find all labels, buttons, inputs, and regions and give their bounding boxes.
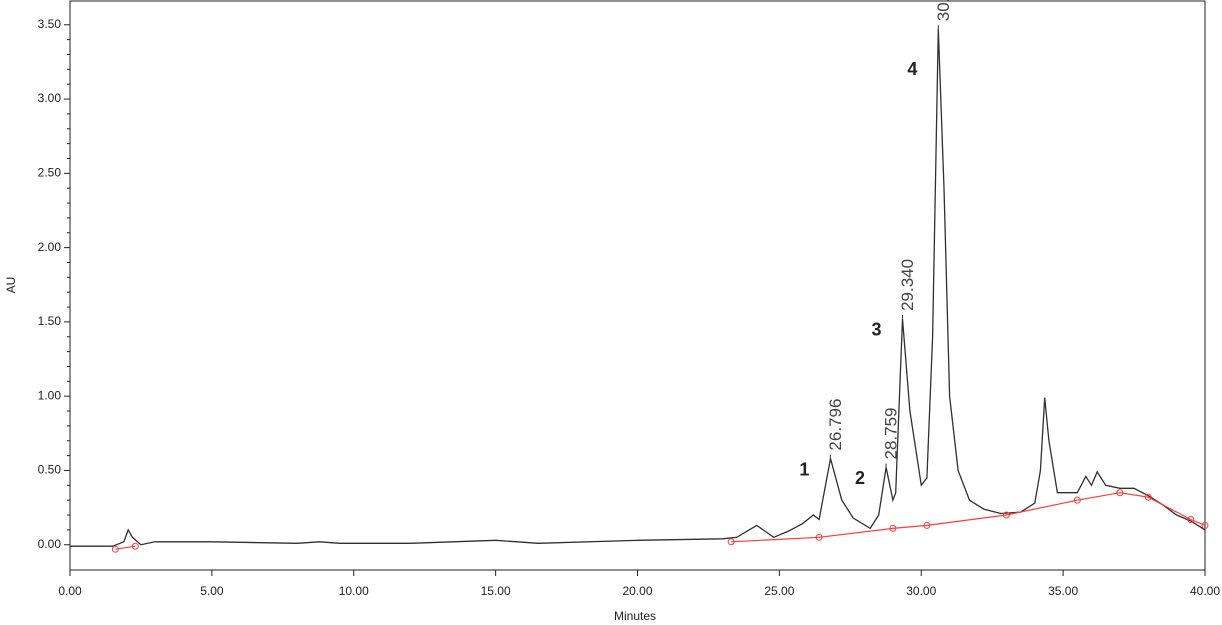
x-axis-label: Minutes: [614, 609, 656, 623]
baseline: [115, 492, 1206, 550]
x-tick-label: 5.00: [200, 584, 224, 598]
x-tick-label: 35.00: [1048, 584, 1078, 598]
baseline-marker: [1187, 515, 1195, 523]
baseline-marker: [815, 533, 823, 541]
baseline-marker: [923, 521, 931, 529]
y-tick-label: 2.00: [38, 240, 62, 254]
baseline-marker: [1073, 496, 1081, 504]
peak-number: 4: [907, 59, 917, 79]
y-tick-label: 1.00: [38, 388, 62, 402]
peak-number: 2: [855, 468, 865, 488]
x-tick-label: 15.00: [481, 584, 511, 598]
y-tick-label: 0.50: [38, 463, 62, 477]
x-tick-label: 20.00: [622, 584, 652, 598]
baseline-marker: [1116, 489, 1124, 497]
x-tick-label: 30.00: [906, 584, 936, 598]
y-axis-label: AU: [4, 277, 18, 294]
peak-retention-time: 29.340: [898, 259, 917, 311]
baseline-marker: [1002, 511, 1010, 519]
peak-number: 3: [872, 320, 882, 340]
x-tick-label: 40.00: [1190, 584, 1220, 598]
baseline-marker: [727, 538, 735, 546]
y-tick-label: 0.00: [38, 537, 62, 551]
signal-trace: [70, 29, 1206, 547]
baseline-marker: [1201, 521, 1209, 529]
baseline-marker: [131, 542, 139, 550]
y-tick-label: 3.00: [38, 91, 62, 105]
peak-retention-time: 30.602: [934, 0, 953, 21]
peak-number: 1: [799, 459, 809, 479]
plot-frame: [69, 0, 1206, 571]
y-tick-label: 1.50: [38, 314, 62, 328]
x-tick-label: 0.00: [58, 584, 82, 598]
baseline-marker: [1144, 493, 1152, 501]
baseline-marker: [111, 545, 119, 553]
x-tick-label: 10.00: [339, 584, 369, 598]
baseline-marker: [889, 524, 897, 532]
peak-retention-time: 26.796: [826, 399, 845, 451]
y-tick-label: 2.50: [38, 166, 62, 180]
y-tick-label: 3.50: [38, 17, 62, 31]
x-tick-label: 25.00: [764, 584, 794, 598]
peak-retention-time: 28.759: [882, 407, 901, 459]
